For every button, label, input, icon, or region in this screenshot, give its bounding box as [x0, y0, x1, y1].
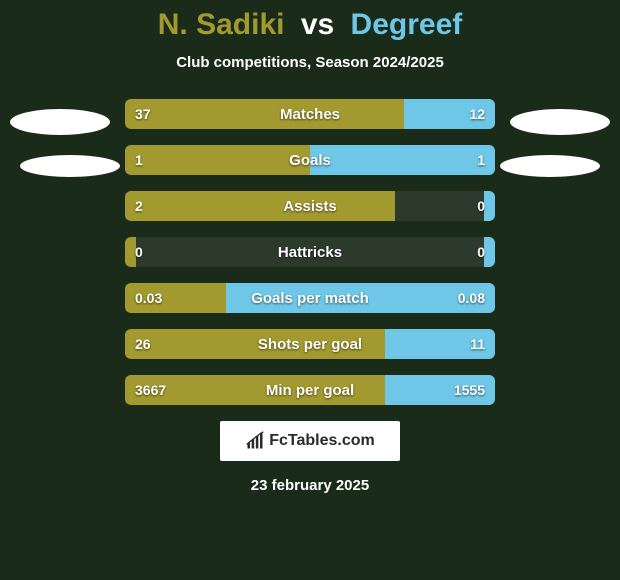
- stat-label: Goals per match: [125, 283, 495, 313]
- stat-label: Matches: [125, 99, 495, 129]
- subtitle: Club competitions, Season 2024/2025: [0, 54, 620, 71]
- player1-badge-1: [10, 109, 110, 135]
- comparison-content: 3712Matches 11Goals 20Assists 00Hattricks 0.…: [0, 99, 620, 405]
- chart-icon: [245, 431, 265, 451]
- stat-label: Shots per goal: [125, 329, 495, 359]
- logo-text: FcTables.com: [269, 432, 375, 450]
- stat-label: Assists: [125, 191, 495, 221]
- player2-badge-2: [500, 155, 600, 177]
- player1-badge-2: [20, 155, 120, 177]
- stat-row: 36671555Min per goal: [125, 375, 495, 405]
- stat-label: Hattricks: [125, 237, 495, 267]
- stat-row: 2611Shots per goal: [125, 329, 495, 359]
- date-text: 23 february 2025: [0, 477, 620, 494]
- player1-name: N. Sadiki: [158, 8, 285, 41]
- stat-row: 20Assists: [125, 191, 495, 221]
- player2-badge-1: [510, 109, 610, 135]
- fctables-logo: FcTables.com: [220, 421, 400, 461]
- player2-name: Degreef: [351, 8, 463, 41]
- stat-row: 11Goals: [125, 145, 495, 175]
- stat-label: Goals: [125, 145, 495, 175]
- stat-row: 00Hattricks: [125, 237, 495, 267]
- comparison-bars: 3712Matches 11Goals 20Assists 00Hattricks 0.…: [125, 99, 495, 405]
- vs-text: vs: [301, 8, 334, 41]
- comparison-title: N. Sadiki vs Degreef: [0, 0, 620, 42]
- stat-row: 3712Matches: [125, 99, 495, 129]
- stat-row: 0.030.08Goals per match: [125, 283, 495, 313]
- stat-label: Min per goal: [125, 375, 495, 405]
